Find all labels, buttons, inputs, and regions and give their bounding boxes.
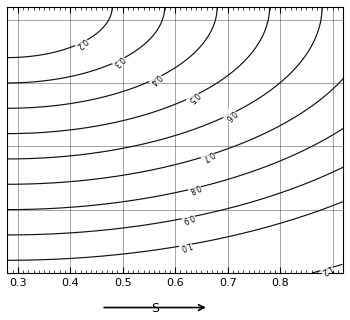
- Text: 0.3: 0.3: [111, 53, 126, 68]
- Text: 0.9: 0.9: [181, 211, 196, 224]
- Text: 0.4: 0.4: [148, 71, 163, 86]
- Text: 0.7: 0.7: [200, 148, 215, 163]
- Text: 0.6: 0.6: [222, 107, 237, 122]
- Text: 1.0: 1.0: [178, 239, 193, 252]
- Text: 0.8: 0.8: [187, 181, 202, 195]
- Text: S: S: [151, 302, 159, 315]
- Text: 1.2: 1.2: [319, 262, 334, 276]
- Text: 0.5: 0.5: [185, 89, 200, 104]
- Text: 0.2: 0.2: [74, 36, 89, 50]
